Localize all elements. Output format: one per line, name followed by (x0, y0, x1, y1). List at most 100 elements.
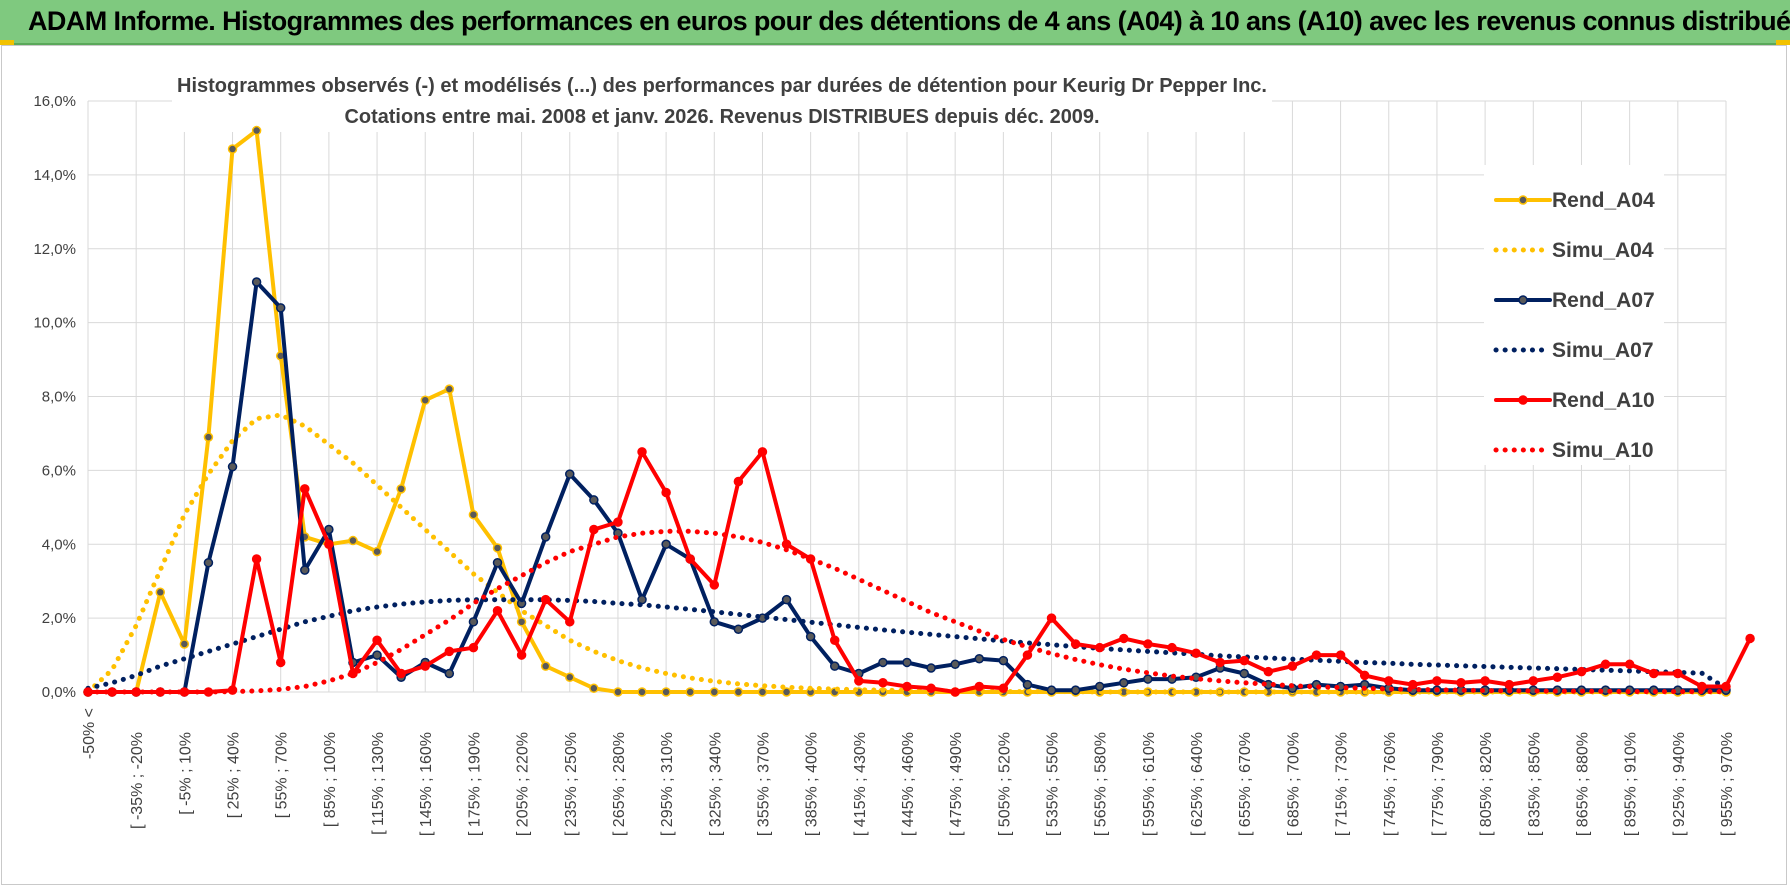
data-point (1359, 670, 1370, 681)
x-tick-label: [ 745% ; 760% (1382, 732, 1399, 836)
data-point (492, 557, 503, 568)
x-tick-label: [ -35% ; -20% (129, 732, 146, 829)
data-point (1070, 639, 1081, 649)
data-point (324, 524, 334, 535)
data-point (565, 672, 575, 682)
data-point (998, 683, 1009, 694)
y-tick-label: 0,0% (42, 684, 76, 701)
data-point (1600, 659, 1611, 670)
data-point (733, 476, 744, 487)
data-point (420, 661, 430, 671)
data-point (155, 587, 166, 598)
x-tick-label: [ 955% ; 970% (1719, 732, 1736, 836)
chart-title: Histogrammes observés (-) et modélisés (… (177, 75, 1267, 97)
x-tick-label: [ 145% ; 160% (418, 732, 435, 836)
data-point (613, 517, 623, 527)
data-point (637, 447, 647, 457)
data-point (1624, 659, 1635, 670)
chart-series (83, 125, 1755, 697)
data-point (420, 395, 430, 405)
y-tick-label: 12,0% (33, 241, 76, 258)
data-point (733, 687, 744, 697)
data-point (926, 683, 936, 694)
data-point (1239, 668, 1249, 679)
x-tick-label: -50% < (81, 708, 98, 759)
data-point (1697, 681, 1707, 692)
data-point (661, 687, 671, 697)
chart-gridlines (87, 100, 1727, 693)
data-point (1721, 681, 1731, 692)
x-tick-label: [ 235% ; 250% (563, 732, 580, 836)
data-point (661, 539, 671, 549)
x-tick-label: [ 445% ; 460% (900, 732, 917, 836)
data-point (468, 617, 479, 627)
data-point (516, 650, 527, 660)
data-point (950, 687, 960, 697)
data-point (1094, 681, 1105, 692)
data-point (733, 624, 744, 634)
x-tick-label: [ 775% ; 790% (1430, 732, 1447, 836)
banner-corner-right (1776, 40, 1790, 45)
x-tick-label: [ 595% ; 610% (1141, 732, 1158, 836)
legend-label: Simu_A07 (1552, 339, 1654, 362)
data-point (1480, 676, 1490, 686)
data-point (1745, 633, 1755, 644)
data-point (1552, 672, 1563, 682)
x-tick-label: [ 55% ; 70% (274, 732, 291, 818)
data-point (781, 687, 792, 697)
data-point (661, 487, 671, 498)
data-point (1528, 676, 1539, 686)
data-point (227, 461, 238, 472)
x-tick-label: [ 925% ; 940% (1671, 732, 1688, 836)
data-point (709, 580, 720, 590)
legend-label: Rend_A10 (1552, 389, 1655, 412)
chart-title-background (172, 66, 1272, 132)
x-tick-label: [ 685% ; 700% (1285, 732, 1302, 836)
data-point (492, 543, 503, 553)
data-point (1384, 676, 1394, 686)
data-point (1311, 650, 1322, 660)
data-point (396, 668, 406, 679)
data-point (1648, 668, 1659, 679)
data-point (1287, 661, 1298, 671)
chart-legend: Rend_A04 Simu_A04 Rend_A07 Simu_A07 Rend_A10… (1484, 165, 1664, 465)
data-point (540, 661, 551, 671)
data-point (179, 639, 190, 649)
x-tick-label: [ 475% ; 490% (948, 732, 965, 836)
data-point (275, 303, 286, 313)
x-tick-label: [ 205% ; 220% (515, 732, 532, 836)
y-tick-label: 4,0% (42, 536, 76, 553)
legend-label: Rend_A04 (1552, 189, 1655, 212)
x-tick-label: [ 625% ; 640% (1189, 732, 1206, 836)
data-point (829, 635, 840, 646)
data-point (1239, 655, 1249, 666)
data-point (372, 650, 382, 660)
header-banner: ADAM Informe. Histogrammes des performan… (0, 0, 1790, 45)
legend-marker (1518, 395, 1528, 405)
y-axis-ticks: 0,0% 2,0% 4,0% 6,0% 8,0% 10,0% 12,0% 14,0% 16,0% (33, 93, 76, 701)
data-point (805, 631, 816, 642)
x-tick-label: [ 115% ; 130% (370, 732, 387, 835)
x-tick-label: [ 25% ; 40% (226, 732, 243, 818)
banner-corner-left (0, 40, 14, 45)
data-point (251, 277, 262, 287)
data-point (300, 565, 310, 575)
x-tick-label: [ 265% ; 280% (611, 732, 628, 836)
data-point (1432, 676, 1442, 686)
x-tick-label: [ -5% ; 10% (177, 732, 194, 815)
data-point (757, 447, 768, 457)
data-point (998, 655, 1009, 666)
data-point (1673, 668, 1683, 679)
data-point (926, 663, 936, 673)
x-tick-label: [ 415% ; 430% (852, 732, 869, 836)
series-line-simu-a04 (85, 412, 1729, 695)
data-point (1143, 639, 1153, 649)
y-tick-label: 14,0% (33, 167, 76, 184)
y-tick-label: 16,0% (33, 93, 76, 110)
y-tick-label: 10,0% (33, 315, 76, 332)
chart-subtitle: Cotations entre mai. 2008 et janv. 2026.… (345, 106, 1100, 128)
data-point (685, 687, 695, 697)
x-tick-label: [ 325% ; 340% (707, 732, 724, 836)
data-point (540, 594, 551, 605)
